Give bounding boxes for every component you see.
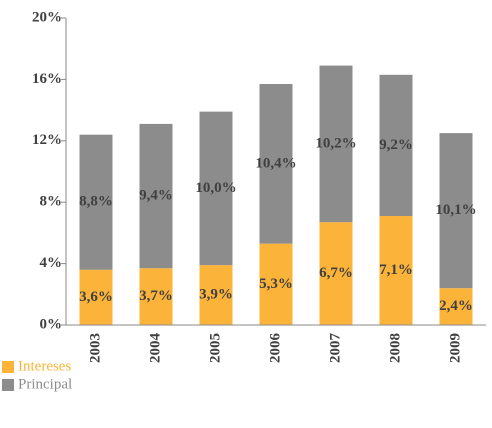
legend-label: Intereses bbox=[18, 358, 71, 374]
data-label: 7,1% bbox=[379, 262, 413, 278]
bar-segment bbox=[139, 123, 173, 269]
legend-swatch bbox=[2, 361, 14, 373]
data-label: 10,2% bbox=[315, 135, 356, 151]
y-tick-label: 20% bbox=[32, 9, 62, 25]
data-label: 5,3% bbox=[259, 276, 293, 292]
bar-segment bbox=[199, 265, 233, 325]
bar-segment bbox=[439, 288, 473, 325]
bar-segment bbox=[439, 133, 473, 289]
bar-segment bbox=[139, 268, 173, 325]
bar-segment bbox=[319, 65, 353, 223]
y-tick-label: 16% bbox=[32, 71, 62, 87]
data-label: 3,6% bbox=[79, 289, 113, 305]
bar-segment bbox=[319, 222, 353, 325]
x-tick-label: 2008 bbox=[387, 333, 403, 363]
x-tick-label: 2007 bbox=[327, 333, 343, 364]
bar-segment bbox=[79, 134, 113, 270]
bar-segment bbox=[259, 84, 293, 244]
data-label: 10,0% bbox=[195, 180, 236, 196]
data-label: 2,4% bbox=[439, 298, 473, 314]
x-tick-label: 2009 bbox=[447, 333, 463, 363]
y-tick-label: 8% bbox=[40, 194, 63, 210]
bar-segment bbox=[79, 269, 113, 325]
bar-segment bbox=[259, 243, 293, 325]
x-tick-label: 2004 bbox=[147, 333, 163, 364]
legend-label: Principal bbox=[18, 376, 72, 392]
data-label: 8,8% bbox=[79, 194, 113, 210]
x-tick-label: 2006 bbox=[267, 333, 283, 364]
y-tick-label: 4% bbox=[40, 255, 63, 271]
x-tick-label: 2003 bbox=[87, 333, 103, 363]
data-label: 9,4% bbox=[139, 187, 173, 203]
bar-segment bbox=[379, 74, 413, 217]
data-label: 9,2% bbox=[379, 137, 413, 153]
data-label: 6,7% bbox=[319, 265, 353, 281]
data-label: 3,9% bbox=[199, 287, 233, 303]
data-label: 3,7% bbox=[139, 288, 173, 304]
bar-segment bbox=[199, 111, 233, 266]
data-label: 10,1% bbox=[435, 202, 476, 218]
bar-segment bbox=[379, 216, 413, 325]
data-label: 10,4% bbox=[255, 155, 296, 171]
x-tick-label: 2005 bbox=[207, 333, 223, 363]
legend-swatch bbox=[2, 379, 14, 391]
y-tick-label: 0% bbox=[40, 316, 63, 332]
y-tick-label: 12% bbox=[32, 132, 62, 148]
